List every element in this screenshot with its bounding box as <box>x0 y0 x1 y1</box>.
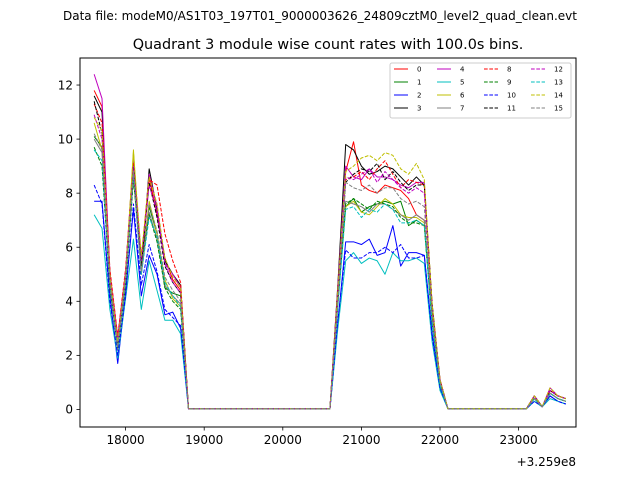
y-tick-label: 2 <box>65 349 73 363</box>
series-line-9 <box>93 147 566 410</box>
y-tick-label: 10 <box>58 132 73 146</box>
legend-label-0: 0 <box>417 66 421 74</box>
series-line-12 <box>93 114 566 410</box>
legend-label-10: 10 <box>507 92 516 100</box>
legend-label-1: 1 <box>417 79 421 87</box>
legend-label-9: 9 <box>507 79 511 87</box>
series-line-0 <box>93 90 566 410</box>
legend-label-15: 15 <box>554 105 563 113</box>
legend-label-13: 13 <box>554 79 563 87</box>
series-line-4 <box>93 74 566 410</box>
legend-label-2: 2 <box>417 92 421 100</box>
x-tick-label: 22000 <box>421 433 459 447</box>
legend-label-8: 8 <box>507 66 511 74</box>
legend-label-5: 5 <box>460 79 464 87</box>
series-line-15 <box>93 133 566 410</box>
x-tick-label: 20000 <box>264 433 302 447</box>
legend-label-3: 3 <box>417 105 421 113</box>
y-tick-label: 4 <box>65 295 73 309</box>
x-tick-label: 23000 <box>500 433 538 447</box>
y-tick-label: 12 <box>58 78 73 92</box>
y-tick-label: 0 <box>65 403 73 417</box>
series-line-1 <box>93 136 566 410</box>
series-line-7 <box>93 138 566 410</box>
legend-label-14: 14 <box>554 92 563 100</box>
y-tick-label: 8 <box>65 186 73 200</box>
chart-title: Quadrant 3 module wise count rates with … <box>133 37 524 53</box>
plot-area-frame <box>79 57 577 428</box>
legend-frame <box>389 62 572 119</box>
x-axis-offset-label: +3.259e8 <box>517 455 576 469</box>
legend-label-7: 7 <box>460 105 464 113</box>
legend-label-6: 6 <box>460 92 465 100</box>
series-line-3 <box>93 95 566 410</box>
legend-label-4: 4 <box>460 66 465 74</box>
legend-label-11: 11 <box>507 105 516 113</box>
x-tick-label: 18000 <box>106 433 144 447</box>
y-tick-label: 6 <box>65 241 73 255</box>
series-line-10 <box>93 184 566 410</box>
figure-suptitle: Data file: modeM0/AS1T03_197T01_90000036… <box>63 9 577 23</box>
legend-label-12: 12 <box>554 66 563 74</box>
series-layer <box>93 74 566 410</box>
series-line-5 <box>93 214 566 410</box>
series-line-6 <box>93 122 566 410</box>
x-tick-label: 19000 <box>185 433 223 447</box>
x-tick-label: 21000 <box>342 433 380 447</box>
